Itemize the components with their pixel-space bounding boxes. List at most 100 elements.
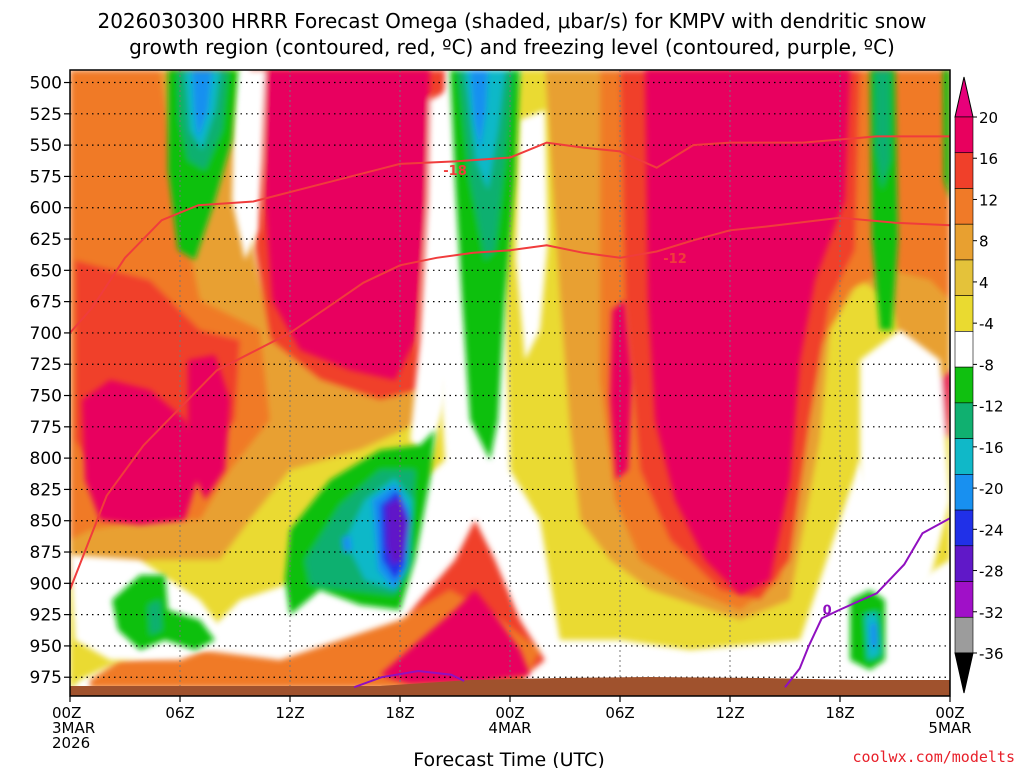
omega-gap-white-5 (860, 330, 950, 600)
colorbar-bin (954, 509, 974, 547)
colorbar-bin (954, 152, 974, 189)
omega-descent-teal-upper-east (875, 70, 890, 190)
omega-core-magenta-midwest (188, 355, 230, 500)
omega-descent-green-lowleft (112, 575, 215, 650)
omega-descent-cyan-blob (342, 535, 352, 553)
colorbar-bin (954, 259, 974, 296)
y-tick-label: 575 (30, 167, 62, 187)
colorbar-bin (954, 366, 974, 404)
y-tick-label: 875 (30, 543, 62, 563)
dgz-contours: -18 -12 (70, 135, 950, 590)
x-tick-label: 06Z (165, 704, 194, 722)
dgz-contour-line (70, 135, 950, 334)
colorbar-label: -4 (979, 315, 994, 333)
colorbar-bin (954, 438, 974, 475)
y-tick-label: 825 (30, 480, 62, 500)
terrain-surface (70, 686, 950, 696)
colorbar-bin (954, 331, 974, 368)
colorbar-label: -16 (979, 439, 1004, 457)
omega-descent-purple-low-mid (386, 498, 408, 565)
chart-title-line2: growth region (contoured, red, ºC) and f… (129, 35, 895, 59)
freezing-contours: 0 (353, 517, 950, 689)
dgz-contour-label: -18 (443, 164, 467, 179)
y-tick-label: 900 (30, 574, 62, 594)
colorbar-label: 12 (979, 191, 998, 209)
colorbar-bin (954, 116, 974, 154)
x-tick-label: 00Z (495, 704, 524, 722)
chart-title-line1: 2026030300 HRRR Forecast Omega (shaded, … (97, 9, 926, 33)
dgz-contour-label: -12 (663, 252, 687, 267)
y-tick-label: 800 (30, 449, 62, 469)
plot-area: -18 -12 0 (70, 70, 950, 696)
colorbar-label: 4 (979, 274, 989, 292)
colorbar-bin (954, 474, 974, 511)
x-tick-date: 5MAR (928, 719, 971, 737)
x-tick-date: 3MAR (52, 719, 95, 737)
x-tick-label: 00Z (935, 704, 964, 722)
omega-descent-blue-upper-west (192, 70, 212, 140)
omega-core-magenta-thin (610, 300, 632, 480)
omega-shading-descent (112, 70, 950, 670)
colorbar-label: 8 (979, 233, 989, 251)
x-tick-label: 12Z (275, 704, 304, 722)
colorbar-bottom-arrow (954, 652, 974, 694)
x-tick-date: 4MAR (488, 719, 531, 737)
colorbar-label: -24 (979, 521, 1004, 539)
freezing-contour-label: 0 (823, 604, 832, 619)
grid-lines (70, 70, 950, 696)
y-tick-label: 675 (30, 293, 62, 313)
x-axis-label: Forecast Time (UTC) (413, 749, 604, 768)
y-tick-label: 600 (30, 199, 62, 219)
x-tick-label: 06Z (605, 704, 634, 722)
omega-core-magenta-upper (265, 70, 430, 380)
y-tick-label: 525 (30, 105, 62, 125)
omega-descent-blue-upper-mid (470, 70, 488, 150)
freezing-contour-line (784, 517, 950, 688)
colorbar-label: 16 (979, 150, 998, 168)
colorbar-label: 20 (979, 109, 998, 127)
colorbar-label: -28 (979, 563, 1004, 581)
omega-gap-white-3 (516, 110, 548, 360)
y-tick-label: 775 (30, 418, 62, 438)
y-tick-label: 975 (30, 668, 62, 688)
omega-core-magenta-low (380, 590, 530, 684)
colorbar: 20 16 12 8 4 -4 -8 -12 -16 -20 -24 -28 -32 -36 (954, 76, 1004, 694)
freezing-contour-line (353, 669, 465, 689)
omega-descent-teal-lowleft (148, 600, 162, 635)
colorbar-bin (954, 402, 974, 439)
terrain-bump (380, 677, 950, 690)
y-tick-label: 725 (30, 355, 62, 375)
colorbar-label: -12 (979, 398, 1004, 416)
colorbar-label: -36 (979, 645, 1004, 663)
y-tick-label: 625 (30, 230, 62, 250)
y-tick-label: 950 (30, 637, 62, 657)
x-tick-label: 18Z (385, 704, 414, 722)
y-tick-label: 700 (30, 324, 62, 344)
omega-gap-white-2 (410, 90, 455, 460)
x-tick-label: 12Z (715, 704, 744, 722)
dgz-contour-line (70, 216, 950, 590)
y-tick-label: 850 (30, 512, 62, 532)
omega-gap-white-1 (232, 70, 265, 260)
y-tick-label: 650 (30, 261, 62, 281)
colorbar-bin (954, 295, 974, 332)
y-axis: 500 525 550 575 600 625 650 675 700 725 750 775 800 8… (30, 74, 70, 688)
x-tick-year: 2026 (52, 734, 90, 752)
colorbar-bin (954, 545, 974, 582)
y-tick-label: 550 (30, 136, 62, 156)
colorbar-label: -20 (979, 480, 1004, 498)
colorbar-label: -8 (979, 356, 994, 374)
x-tick-label: 00Z (52, 704, 81, 722)
colorbar-top-arrow (954, 76, 974, 118)
colorbar-bin (954, 223, 974, 261)
colorbar-label: -32 (979, 604, 1004, 622)
colorbar-bin (954, 581, 974, 618)
colorbar-bin (954, 188, 974, 225)
omega-descent-blue-low-east (870, 622, 878, 648)
omega-descent-green-far-east (943, 70, 950, 200)
y-tick-label: 750 (30, 387, 62, 407)
colorbar-bin (954, 616, 974, 654)
y-tick-label: 500 (30, 74, 62, 94)
y-tick-label: 925 (30, 606, 62, 626)
